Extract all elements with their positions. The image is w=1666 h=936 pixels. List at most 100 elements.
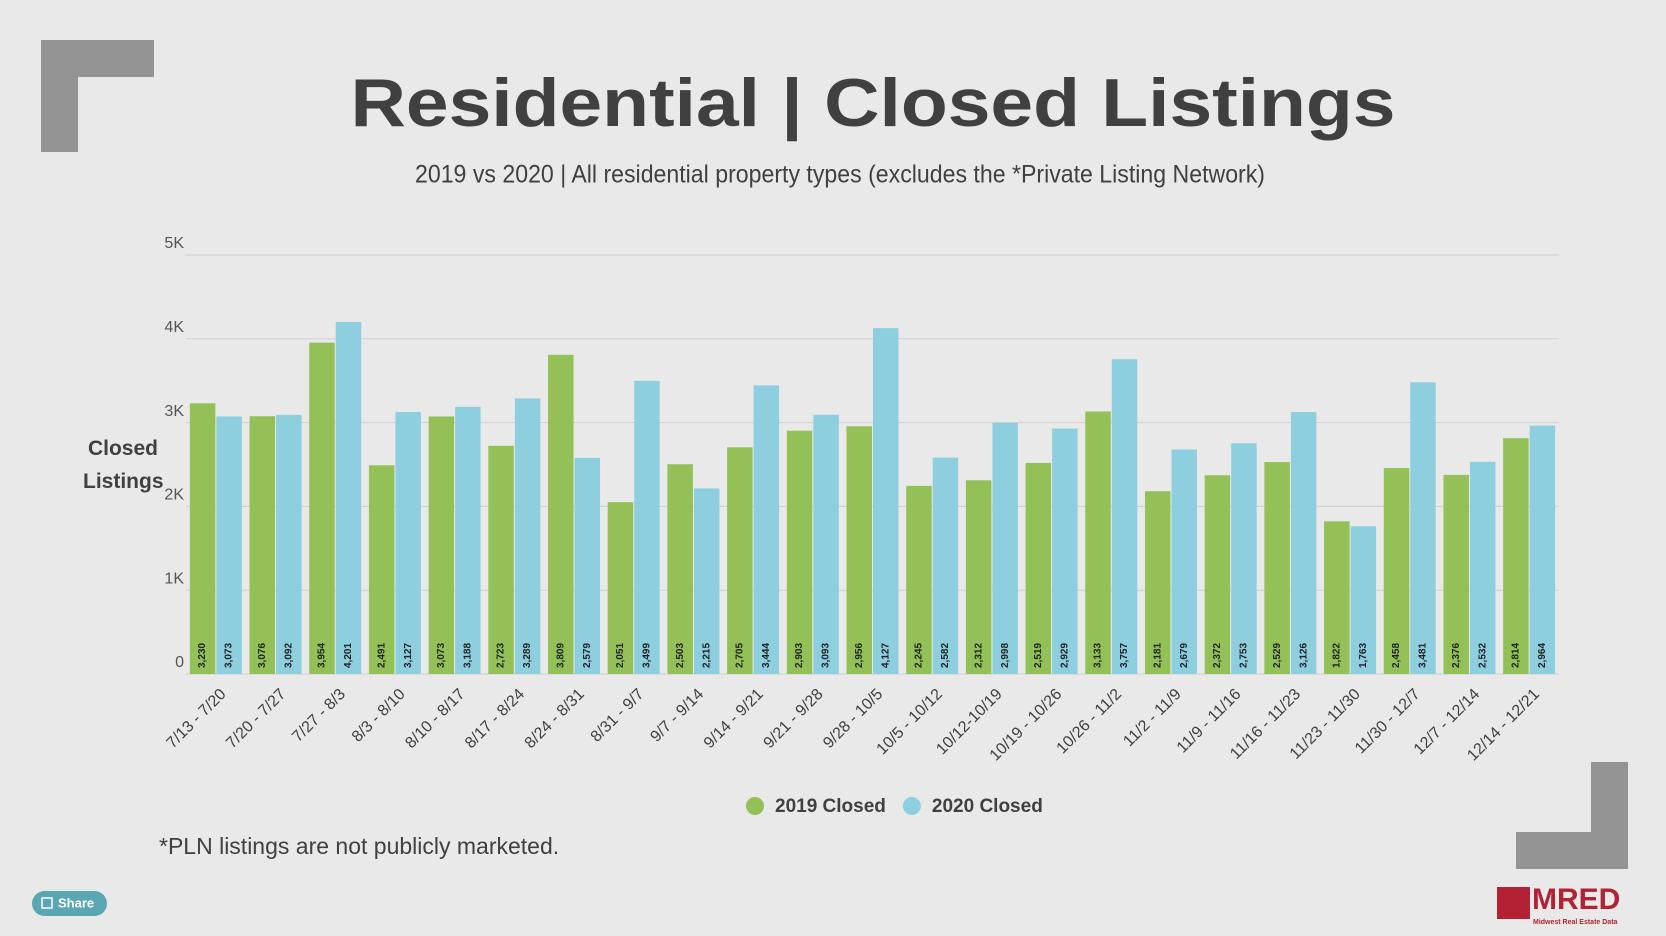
value-label: 2,679	[1179, 643, 1190, 668]
y-tick-label: 3K	[164, 403, 184, 420]
bar	[1025, 462, 1052, 674]
value-label: 2,964	[1537, 643, 1548, 668]
legend-swatch	[746, 797, 764, 815]
bar	[309, 342, 335, 674]
y-axis-label: Closed Listings	[83, 437, 164, 493]
value-label: 4,201	[343, 643, 354, 668]
bar	[1052, 428, 1078, 674]
bar	[693, 488, 720, 674]
value-label: 2,372	[1212, 643, 1223, 668]
value-label: 3,126	[1298, 643, 1309, 668]
share-icon[interactable]	[41, 897, 53, 909]
corner-decoration	[1516, 762, 1628, 869]
value-label: 3,073	[436, 643, 447, 668]
y-tick-label: 2K	[164, 487, 184, 504]
value-label: 2,503	[675, 643, 686, 668]
footnote: *PLN listings are not publicly marketed.	[159, 833, 559, 859]
share-label[interactable]: Share	[58, 895, 94, 910]
value-label: 3,499	[642, 643, 653, 668]
value-label: 3,076	[257, 643, 268, 668]
value-label: 2,376	[1451, 643, 1462, 668]
bar	[634, 380, 660, 674]
value-label: 3,133	[1093, 643, 1104, 668]
bar	[395, 411, 421, 674]
bar	[1383, 468, 1410, 674]
bar	[455, 406, 481, 674]
value-label: 2,215	[701, 643, 712, 668]
bar	[276, 414, 302, 674]
bar	[1469, 461, 1496, 674]
value-label: 3,809	[555, 643, 566, 668]
bar	[488, 445, 514, 674]
chart-subtitle: 2019 vs 2020 | All residential property …	[415, 161, 1265, 189]
bar	[607, 502, 634, 674]
bar	[906, 485, 932, 674]
value-label: 2,181	[1152, 643, 1163, 668]
bar	[1410, 382, 1436, 674]
legend-label: 2019 Closed	[775, 796, 886, 817]
bar	[1503, 438, 1529, 674]
bar	[1111, 359, 1138, 674]
legend-swatch	[902, 797, 921, 815]
bar	[932, 457, 959, 674]
y-tick-label: 4K	[164, 319, 184, 336]
bar	[1443, 474, 1469, 674]
value-label: 1,763	[1358, 643, 1369, 668]
value-label: 2,705	[734, 643, 745, 668]
value-label: 4,127	[880, 643, 891, 668]
bar	[514, 398, 541, 674]
bar	[368, 465, 395, 674]
value-label: 3,092	[283, 643, 294, 668]
value-label: 2,519	[1033, 643, 1044, 668]
value-label: 3,073	[224, 643, 235, 668]
bar	[189, 403, 216, 674]
bar	[846, 426, 872, 674]
value-label: 2,998	[1000, 643, 1011, 668]
corner-decoration	[41, 40, 154, 152]
value-label: 3,188	[463, 643, 474, 668]
chart-title: Residential | Closed Listings	[351, 65, 1396, 142]
share-button[interactable]: Share	[32, 891, 107, 916]
value-label: 3,230	[197, 643, 208, 668]
value-label: 2,723	[496, 643, 507, 668]
bar	[727, 447, 753, 674]
bar	[1204, 475, 1231, 674]
bar	[428, 416, 455, 674]
bar	[1085, 411, 1111, 674]
value-label: 3,757	[1119, 643, 1130, 668]
bar	[335, 321, 362, 674]
bar	[786, 430, 813, 674]
logo-tagline: Midwest Real Estate Data	[1533, 919, 1618, 926]
value-label: 2,956	[854, 643, 865, 668]
bar	[1231, 443, 1257, 674]
bar	[249, 416, 276, 674]
bar	[1324, 521, 1350, 674]
value-label: 2,582	[940, 643, 951, 668]
bar	[1171, 449, 1197, 674]
value-label: 2,903	[794, 643, 805, 668]
value-label: 2,051	[615, 643, 626, 668]
value-label: 3,093	[821, 643, 832, 668]
bar	[574, 457, 601, 674]
value-label: 2,753	[1239, 643, 1250, 668]
bar	[992, 422, 1018, 674]
value-label: 2,312	[973, 643, 984, 668]
value-label: 3,289	[522, 643, 533, 668]
bar	[1264, 462, 1290, 674]
bar	[216, 416, 242, 674]
bar	[1144, 491, 1171, 674]
value-label: 2,458	[1391, 643, 1402, 668]
bar	[753, 385, 780, 674]
value-label: 2,529	[1272, 643, 1283, 668]
y-tick-label: 5K	[164, 235, 184, 252]
bar	[965, 480, 992, 674]
value-label: 3,954	[317, 643, 328, 668]
bar	[1290, 412, 1317, 674]
value-label: 2,532	[1477, 643, 1488, 668]
value-label: 3,481	[1418, 643, 1429, 668]
logo: MRED Midwest Real Estate Data	[1497, 883, 1620, 926]
value-label: 3,444	[761, 643, 772, 668]
logo-icon	[1497, 887, 1530, 919]
bar	[548, 354, 574, 674]
